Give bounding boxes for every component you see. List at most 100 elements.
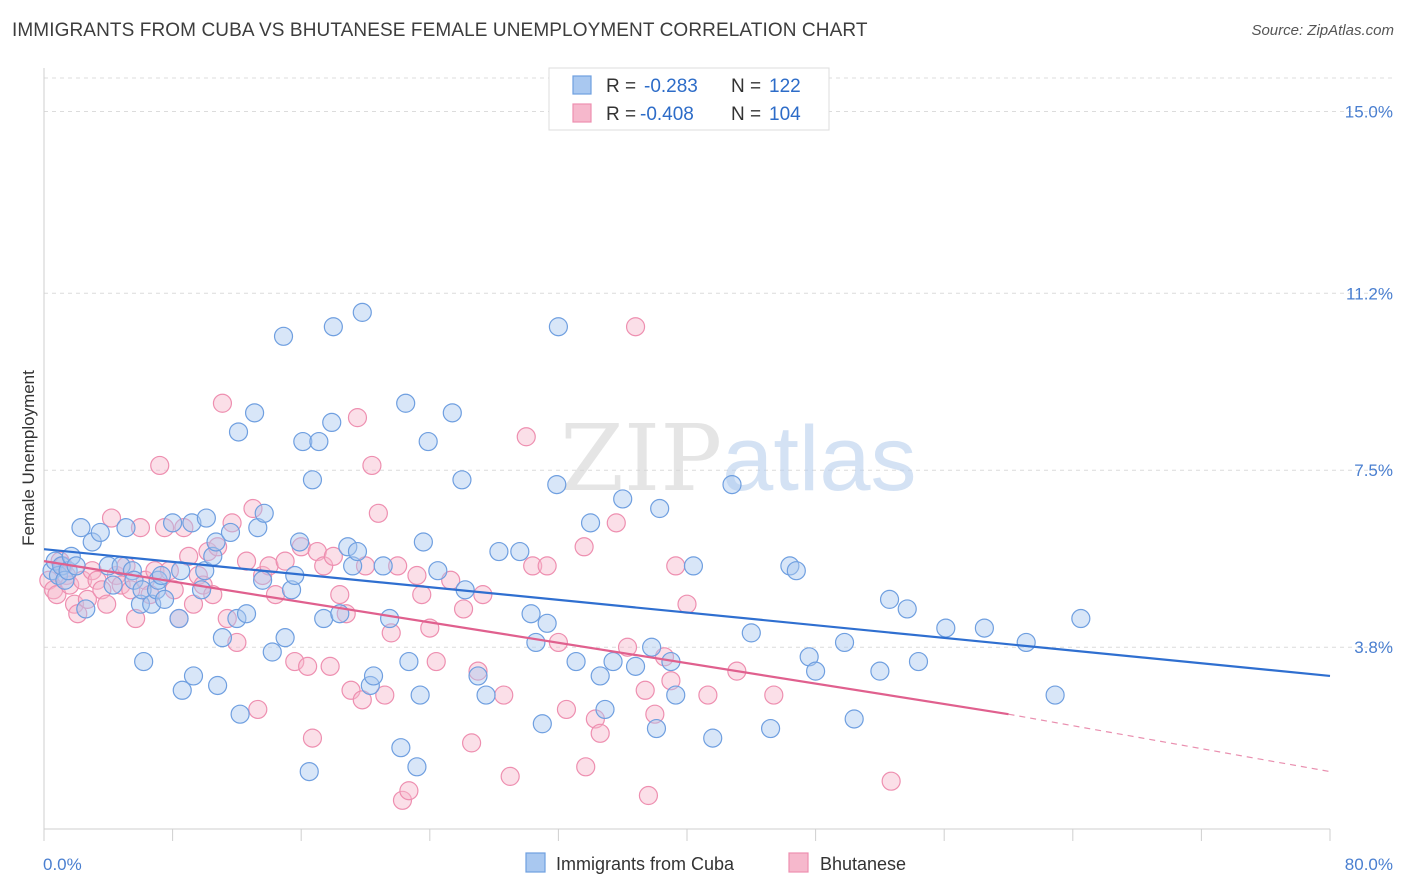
cuba-point bbox=[90, 522, 110, 543]
bhutanese-point bbox=[77, 589, 98, 609]
cuba-point bbox=[275, 628, 295, 648]
cuba-point bbox=[428, 561, 448, 581]
cuba-point bbox=[314, 608, 334, 629]
bhutanese-point bbox=[183, 594, 204, 614]
cuba-point bbox=[410, 685, 430, 705]
cuba-point bbox=[650, 498, 670, 519]
bhutanese-point bbox=[617, 637, 638, 657]
cuba-point bbox=[220, 522, 241, 543]
x-tick-label-min: 0.0% bbox=[43, 855, 82, 874]
cuba-point bbox=[722, 474, 742, 495]
cuba-point bbox=[163, 513, 183, 533]
bhutanese-point bbox=[388, 556, 408, 576]
cuba-point bbox=[172, 680, 192, 700]
cuba-point bbox=[510, 541, 530, 562]
cuba-point bbox=[603, 651, 623, 672]
cuba-point bbox=[595, 699, 615, 720]
cuba-point bbox=[666, 685, 686, 705]
bhutanese-point bbox=[92, 580, 112, 600]
cuba-point bbox=[373, 556, 393, 576]
bottom-legend-label-bhutanese: Bhutanese bbox=[820, 854, 906, 874]
y-tick-label: 3.8% bbox=[1354, 638, 1393, 657]
bhutanese-trend-extension bbox=[1008, 713, 1331, 773]
bhutanese-point bbox=[468, 661, 488, 681]
stats-legend: R = -0.283 N = 122 R = -0.408 N = 104 bbox=[548, 67, 830, 131]
cuba-point bbox=[309, 431, 329, 452]
bhutanese-trend-line bbox=[43, 560, 1009, 716]
cuba-point bbox=[590, 666, 610, 686]
cuba-point bbox=[548, 317, 569, 337]
bhutanese-point bbox=[212, 393, 233, 413]
bhutanese-point bbox=[126, 608, 146, 629]
legend-n-value-bhutanese: 104 bbox=[769, 104, 801, 125]
legend-n-label-bhutanese: N = bbox=[731, 104, 761, 125]
cuba-point bbox=[844, 709, 864, 729]
cuba-point bbox=[526, 632, 546, 653]
bhutanese-point bbox=[523, 556, 543, 576]
legend-n-value-cuba: 122 bbox=[769, 76, 801, 97]
cuba-point bbox=[103, 575, 123, 595]
cuba-point bbox=[1045, 685, 1065, 705]
bhutanese-point bbox=[590, 723, 610, 743]
bhutanese-point bbox=[298, 656, 318, 676]
bottom-legend-swatch-cuba bbox=[525, 852, 546, 873]
bhutanese-point bbox=[576, 757, 596, 777]
y-tick-labels: 3.8% 7.5% 11.2% 15.0% bbox=[1345, 102, 1393, 657]
cuba-point bbox=[302, 470, 323, 490]
bhutanese-point bbox=[407, 565, 427, 586]
cuba-point bbox=[273, 326, 294, 346]
cuba-point bbox=[248, 518, 268, 538]
cuba-point bbox=[116, 518, 136, 538]
cuba-point bbox=[253, 570, 273, 590]
cuba-point bbox=[452, 470, 472, 490]
bhutanese-point bbox=[606, 513, 626, 533]
bhutanese-point bbox=[516, 427, 536, 447]
bottom-legend-label-cuba: Immigrants from Cuba bbox=[556, 854, 735, 874]
bhutanese-point bbox=[130, 518, 151, 538]
bhutanese-point bbox=[111, 575, 131, 595]
cuba-point bbox=[418, 431, 438, 452]
bhutanese-point bbox=[179, 546, 199, 566]
bhutanese-points bbox=[39, 317, 901, 810]
cuba-point bbox=[183, 666, 204, 686]
cuba-point bbox=[363, 666, 384, 686]
cuba-point bbox=[566, 651, 586, 672]
bhutanese-point bbox=[392, 790, 413, 810]
chart-title: IMMIGRANTS FROM CUBA VS BHUTANESE FEMALE… bbox=[12, 20, 868, 41]
cuba-point bbox=[132, 580, 152, 600]
bhutanese-point bbox=[537, 556, 557, 576]
cuba-point bbox=[380, 608, 400, 629]
legend-swatch-cuba bbox=[572, 75, 592, 95]
bhutanese-point bbox=[217, 608, 237, 629]
cuba-point bbox=[703, 728, 723, 748]
bottom-legend: Immigrants from Cuba Bhutanese bbox=[525, 852, 906, 874]
legend-r-value-bhutanese: -0.408 bbox=[640, 104, 694, 125]
cuba-point bbox=[142, 594, 162, 614]
cuba-point bbox=[613, 489, 633, 509]
cuba-point bbox=[293, 431, 313, 452]
bhutanese-point bbox=[638, 785, 659, 806]
cuba-point bbox=[71, 518, 91, 538]
cuba-point bbox=[227, 608, 247, 629]
cuba-point bbox=[537, 613, 557, 633]
y-tick-label: 7.5% bbox=[1354, 461, 1393, 480]
cuba-point bbox=[130, 594, 151, 614]
cuba-point bbox=[236, 604, 257, 624]
bhutanese-point bbox=[302, 728, 323, 748]
cuba-point bbox=[230, 704, 250, 724]
cuba-point bbox=[879, 589, 900, 609]
cuba-point bbox=[547, 474, 567, 495]
cuba-point bbox=[338, 537, 358, 557]
bhutanese-point bbox=[330, 585, 350, 605]
bhutanese-point bbox=[222, 513, 242, 533]
bhutanese-point bbox=[500, 766, 520, 786]
cuba-point bbox=[396, 393, 416, 413]
cuba-point bbox=[262, 642, 282, 662]
cuba-point bbox=[212, 628, 233, 648]
bhutanese-point bbox=[275, 551, 295, 571]
legend-r-label-cuba: R = bbox=[606, 76, 636, 97]
watermark-zip: ZIP bbox=[560, 405, 722, 512]
bhutanese-point bbox=[227, 632, 247, 653]
x-tick-label-max: 80.0% bbox=[1345, 855, 1393, 874]
bhutanese-point bbox=[412, 585, 432, 605]
